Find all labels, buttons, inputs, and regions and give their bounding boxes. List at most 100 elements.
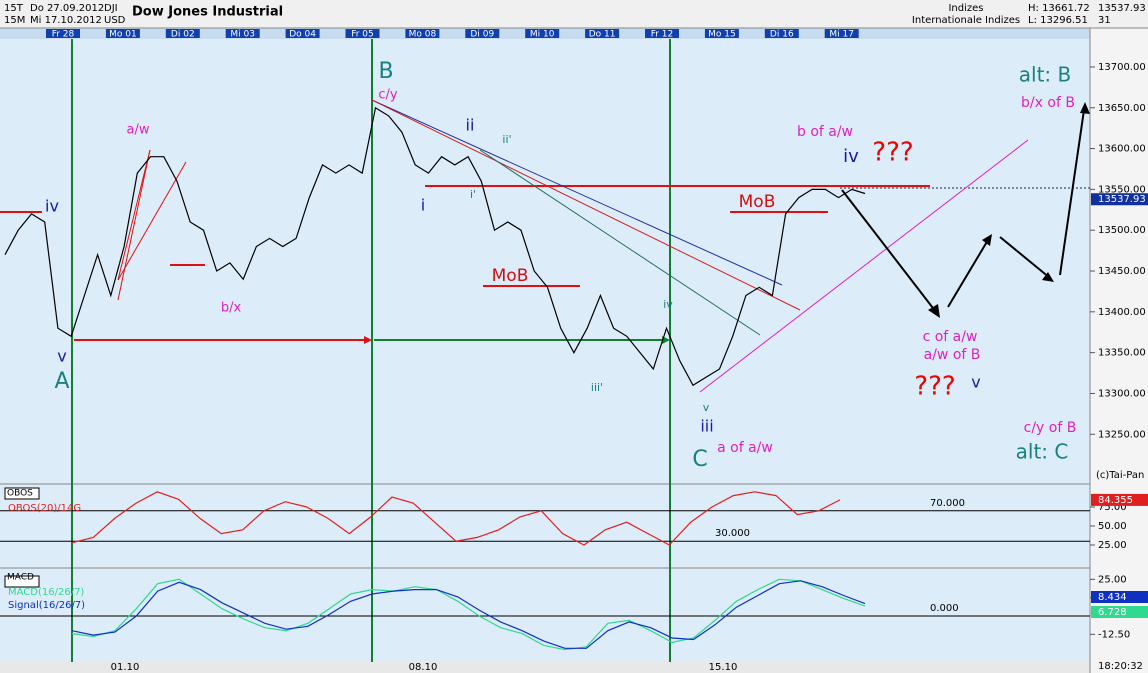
y-tick-label: 13550.00 [1098,184,1146,195]
arrow-head [364,336,372,344]
y-tick-label: 25.00 [1098,540,1127,551]
fan-line [117,149,151,281]
y-tick-label: 13400.00 [1098,307,1146,318]
date-strip [0,662,1090,673]
annotation: v [57,347,66,366]
day-label: Di 16 [770,30,794,40]
annotation: MoB [492,266,529,286]
panel-title: MACD [7,573,34,583]
arrow [999,236,1051,279]
annotation: MoB [739,192,776,212]
indicator-line [71,491,841,546]
y-tick-label: 75.00 [1098,502,1127,513]
day-label: Do 11 [589,30,616,40]
category: Indizes [948,3,983,14]
annotation: B [378,59,393,84]
annotation: alt: C [1016,440,1069,464]
day-box [46,29,80,38]
value-box [1091,493,1148,506]
indicator-line [71,580,866,649]
annotation: iv [45,197,59,216]
interval: 15M [4,15,25,26]
arrow [1059,109,1085,276]
value-label: 6.728 [1098,607,1127,618]
last-label: 13537.93 [1098,194,1146,205]
arrow-head [982,234,992,246]
annotation: b/x of B [1021,95,1075,111]
y-tick-label: 13650.00 [1098,103,1146,114]
annotation: ??? [914,372,955,402]
day-label: Do 04 [289,30,316,40]
currency: USD [104,15,126,26]
y-tick-label: 13700.00 [1098,62,1146,73]
last-box [1091,193,1148,206]
y-tick-label: 13300.00 [1098,388,1146,399]
last: 13537.93 [1098,3,1146,14]
level-label: 30.000 [715,528,750,539]
arrow-head [928,304,940,318]
annotation: b of a/w [797,124,853,140]
high: H: 13661.72 [1028,3,1090,14]
legend-entry: OBOS(20)/14G [8,503,81,514]
day-box [285,29,320,38]
arrow-head [1080,102,1090,114]
annotation: v [971,373,980,392]
annotation: i [421,196,425,215]
day-label: Di 09 [470,30,494,40]
y-tick-label: -12.50 [1098,629,1130,640]
y-tick-label: 50.00 [1098,521,1127,532]
header-bar [0,0,1148,28]
fan-line [117,161,187,281]
header: 15T 15M Do 27.09.2012 Mi 17.10.2012 DJI … [4,3,1146,26]
day-box [824,29,859,38]
y-tick-label: 13500.00 [1098,225,1146,236]
value-label: 84.355 [1098,495,1133,506]
copyright: (c)Tai-Pan [1096,470,1144,481]
annotation: c of a/w [923,329,978,345]
symbol: DJI [104,3,118,14]
date-label: 15.10 [709,662,738,673]
count: 31 [1098,15,1111,26]
day-box [465,29,500,38]
annotation: A [54,369,69,394]
date-label: 01.10 [111,662,140,673]
price-line [4,106,866,387]
annotation: b/x [221,301,242,316]
legend-entry: Signal(16/26/7) [8,600,85,611]
annotation: ??? [872,138,913,168]
day-label: Fr 28 [52,30,75,40]
panel-title: OBOS [7,489,33,499]
day-box [704,29,739,38]
y-tick-label: 13450.00 [1098,266,1146,277]
date-label: 08.10 [409,662,438,673]
day-label: Mi 10 [530,30,555,40]
day-box [585,29,620,38]
panel-tag [4,575,40,588]
fan-line [117,149,151,301]
trendline [479,149,761,336]
annotation: iv [843,146,859,167]
annotation: iii' [591,381,603,394]
y-tick-label: 25.00 [1098,574,1127,585]
annotation: ii [466,116,475,135]
day-box [105,29,140,38]
day-label: Mi 03 [230,30,255,40]
level-label: 70.000 [930,498,965,509]
day-label: Mi 17 [829,30,854,40]
annotation: a/w [127,123,150,138]
annotation: alt: B [1019,63,1071,87]
day-box [165,29,200,38]
trendline [371,99,783,286]
y-tick-label: 13250.00 [1098,429,1146,440]
indicator-line [71,578,866,651]
axis-bg [1090,28,1148,673]
annotation: v [703,401,710,414]
trendline [371,99,801,311]
day-box [525,29,560,38]
day-label: Di 02 [171,30,195,40]
annotation: iv [663,298,673,311]
day-box [764,29,799,38]
group: Internationale Indizes [912,15,1020,26]
